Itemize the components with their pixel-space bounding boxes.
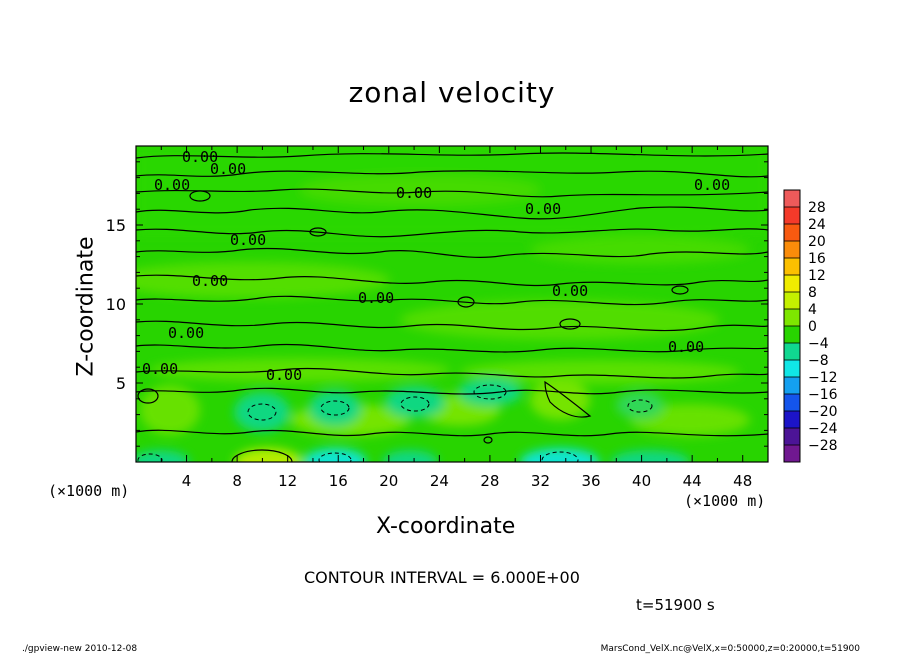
x-axis-ticks: 4 8 12 16 20 24 28 32 36 40 44 48: [160, 146, 752, 490]
contour-label: 0.00: [266, 366, 302, 384]
x-tick-label: 24: [430, 472, 449, 490]
colorbar-swatch: [784, 258, 800, 275]
contour-interval-text: CONTOUR INTERVAL = 6.000E+00: [304, 568, 580, 587]
y-tick-label: 5: [116, 374, 126, 393]
colorbar-label: 4: [808, 302, 817, 318]
y-unit-label: (×1000 m): [48, 482, 130, 500]
y-axis-label: Z-coordinate: [73, 236, 99, 377]
y-axis-ticks: 5 10 15: [106, 161, 768, 447]
colorbar-swatch: [784, 292, 800, 309]
colorbar-label: 24: [808, 217, 826, 233]
x-tick-label: 32: [531, 472, 550, 490]
colorbar-label: 8: [808, 285, 817, 301]
colorbar-swatch: [784, 377, 800, 394]
colorbar-swatch: [784, 207, 800, 224]
x-tick-label: 48: [733, 472, 752, 490]
contour-label: 0.00: [694, 176, 730, 194]
colorbar-swatch: [784, 326, 800, 343]
colorbar-swatch: [784, 411, 800, 428]
contour-label: 0.00: [142, 360, 178, 378]
contour-lines: [136, 152, 768, 462]
colorbar-swatch: [784, 224, 800, 241]
contour-label: 0.00: [182, 148, 218, 166]
colorbar-label: −8: [808, 353, 829, 369]
colorbar-label: 0: [808, 319, 817, 335]
contour-label: 0.00: [525, 200, 561, 218]
colorbar-swatch: [784, 343, 800, 360]
colorbar-swatch: [784, 445, 800, 462]
x-tick-label: 8: [232, 472, 242, 490]
contour-label: 0.00: [154, 176, 190, 194]
x-tick-label: 36: [581, 472, 600, 490]
x-tick-label: 12: [278, 472, 297, 490]
colorbar-swatch: [784, 428, 800, 445]
contour-label: 0.00: [168, 324, 204, 342]
colorbar-swatch: [784, 394, 800, 411]
colorbar-label: 28: [808, 200, 826, 216]
colorbar-label: 12: [808, 268, 826, 284]
colorbar-label: −12: [808, 370, 838, 386]
velocity-field: [136, 146, 768, 462]
x-tick-label: 28: [480, 472, 499, 490]
time-label: t=51900 s: [636, 596, 715, 614]
y-tick-label: 10: [106, 295, 126, 314]
contour-label: 0.00: [230, 231, 266, 249]
colorbar-swatch: [784, 241, 800, 258]
contour-label: 0.00: [552, 282, 588, 300]
x-tick-label: 40: [632, 472, 651, 490]
colorbar-label: −4: [808, 336, 829, 352]
x-axis-label: X-coordinate: [376, 514, 516, 539]
colorbar-swatch: [784, 190, 800, 207]
colorbar-swatch: [784, 309, 800, 326]
x-tick-label: 44: [683, 472, 702, 490]
x-tick-label: 16: [329, 472, 348, 490]
footer-right: MarsCond_VelX.nc@VelX,x=0:50000,z=0:2000…: [600, 644, 860, 654]
colorbar-label: −28: [808, 438, 838, 454]
contour-label: 0.00: [358, 289, 394, 307]
contour-label: 0.00: [192, 272, 228, 290]
footer-left: ./gpview-new 2010-12-08: [22, 644, 138, 654]
colorbar-label: −24: [808, 421, 838, 437]
contour-label: 0.00: [210, 160, 246, 178]
contour-label: 0.00: [668, 338, 704, 356]
chart-title: zonal velocity: [348, 76, 556, 109]
x-tick-label: 20: [379, 472, 398, 490]
dashed-contours: [137, 384, 653, 462]
colorbar-label: 16: [808, 251, 826, 267]
colorbar-label: −16: [808, 387, 838, 403]
colorbar-label: 20: [808, 234, 826, 250]
colorbar-label: −20: [808, 404, 838, 420]
x-unit-label: (×1000 m): [684, 492, 766, 510]
colorbar-swatch: [784, 275, 800, 292]
colorbar-swatch: [784, 360, 800, 377]
y-tick-label: 15: [106, 216, 126, 235]
x-tick-label: 4: [182, 472, 192, 490]
contour-label: 0.00: [396, 184, 432, 202]
